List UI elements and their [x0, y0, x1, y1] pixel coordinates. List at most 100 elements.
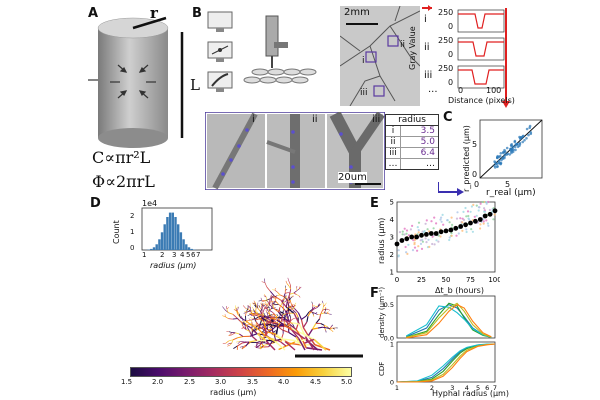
e-mean-point	[492, 208, 498, 214]
e-xtick: 0	[395, 276, 399, 284]
c-ylabel: r_predicted (μm)	[462, 125, 471, 192]
e-sample-point	[439, 235, 442, 238]
hypha-segment	[286, 283, 290, 287]
hypha-segment	[282, 310, 284, 316]
hypha-segment	[270, 295, 272, 299]
histogram-bar	[190, 248, 193, 250]
hypha-segment	[285, 299, 289, 308]
hypha-segment	[266, 286, 271, 292]
e-sample-point	[481, 200, 485, 204]
hypha-segment	[315, 318, 321, 324]
hypha-segment	[286, 323, 288, 326]
e-sample-point	[440, 220, 443, 223]
hypha-segment	[227, 345, 230, 347]
e-sample-point	[448, 221, 451, 224]
e-sample-point	[461, 221, 464, 224]
e-ytick: 5	[390, 199, 394, 207]
hypha-segment	[278, 307, 281, 313]
crop-label-i: i	[252, 114, 255, 125]
e-sample-point	[421, 238, 424, 241]
hypha-segment	[279, 303, 283, 308]
hypha-segment	[255, 321, 261, 328]
hypha-segment	[245, 308, 251, 311]
hypha-segment	[325, 330, 327, 333]
hypha-segment	[247, 305, 251, 308]
e-mean-point	[453, 225, 459, 231]
e-sample-point	[412, 239, 415, 242]
hypha-segment	[267, 331, 277, 335]
panel-c-scatter	[479, 119, 543, 179]
hypha-segment	[246, 308, 249, 312]
hypha-segment	[284, 340, 296, 351]
hypha-segment	[304, 336, 315, 351]
f-ticks: 1 2 3 4 5 6 70.00.501	[384, 301, 497, 392]
c-point	[518, 135, 521, 139]
e-sample-point	[416, 226, 419, 229]
e-sample-point	[435, 222, 438, 225]
hypha-segment	[271, 325, 277, 331]
e-sample-point	[417, 231, 420, 234]
hypha-segment	[238, 333, 244, 337]
cbar-tick: 2.0	[152, 378, 164, 386]
hypha-segment	[265, 297, 268, 301]
hypha-segment	[262, 305, 267, 309]
hypha-segment	[288, 280, 291, 285]
hypha-segment	[240, 317, 247, 322]
c-point	[513, 139, 517, 143]
hypha-segment	[313, 314, 315, 317]
hypha-segment	[312, 327, 319, 330]
e-sample-point	[450, 234, 453, 237]
hypha-segment	[288, 331, 297, 338]
e-sample-point	[440, 216, 443, 219]
profile-iii	[457, 65, 505, 89]
inset-ytick-2: 2	[130, 212, 135, 220]
e-sample-point	[409, 228, 412, 231]
hypha-segment	[245, 311, 247, 316]
gray-value-profiles	[422, 5, 510, 108]
f-xtick: 6	[485, 384, 489, 392]
e-sample-point	[462, 218, 466, 221]
hypha-segment	[268, 322, 271, 325]
panel-label-a: A	[88, 6, 99, 21]
hypha-segment	[317, 303, 320, 307]
hypha-segment	[293, 292, 297, 295]
c-point	[529, 131, 533, 134]
c-ytick-0: 0	[472, 170, 478, 179]
f-density-line	[406, 304, 492, 339]
hypha-segment	[308, 308, 313, 313]
hypha-segment	[291, 304, 294, 307]
profile-label-iii: iii	[424, 70, 433, 81]
hypha-segment	[320, 323, 325, 326]
c-point	[496, 156, 499, 160]
hypha-segment	[325, 308, 327, 311]
hypha-segment	[262, 329, 265, 333]
e-sample-point	[487, 224, 490, 227]
gray-tick-0-i: 0	[448, 22, 454, 31]
hypha-segment	[324, 324, 328, 328]
hypha-segment	[310, 308, 315, 313]
hypha-segment	[269, 310, 273, 313]
hypha-segment	[268, 340, 274, 348]
e-sample-point	[461, 229, 464, 232]
e-sample-point	[441, 213, 444, 216]
e-sample-point	[475, 204, 478, 207]
e-sample-point	[420, 247, 424, 250]
hypha-segment	[300, 319, 304, 328]
e-sample-point	[455, 217, 459, 220]
hypha-segment	[276, 314, 279, 317]
hypha-segment	[284, 295, 287, 298]
histogram-bar	[174, 217, 177, 250]
hypha-segment	[250, 322, 253, 325]
gray-tick-250-i: 250	[438, 8, 454, 17]
hypha-segment	[256, 324, 259, 328]
hypha-segment	[274, 314, 278, 319]
e-sample-point	[477, 206, 480, 209]
hypha-segment	[293, 317, 296, 319]
e-sample-point	[397, 249, 400, 252]
c-point	[509, 148, 513, 152]
c-xlabel: r_real (μm)	[486, 188, 536, 198]
e-xtick: 50	[442, 276, 451, 284]
gray-tick-0-iii: 0	[448, 78, 454, 87]
f-xtick: 3	[450, 384, 454, 392]
hypha-segment	[271, 307, 274, 310]
